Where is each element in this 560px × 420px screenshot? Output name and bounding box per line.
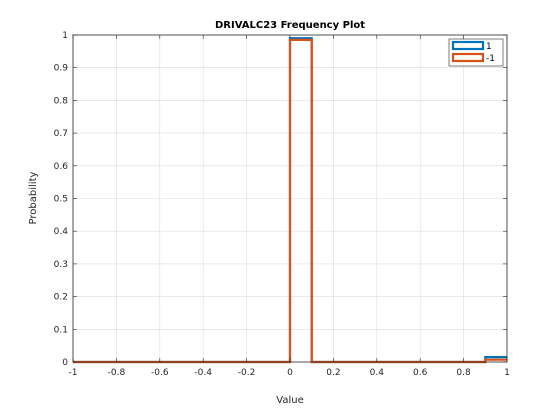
legend-label: -1: [486, 54, 495, 64]
y-axis-label: Probability: [28, 171, 39, 224]
x-tick-label: -0.4: [194, 368, 212, 378]
x-tick-label: -0.2: [238, 368, 256, 378]
y-tick-label: 0.2: [54, 293, 68, 303]
y-tick-label: 1: [62, 31, 68, 41]
x-tick-label: 1: [504, 368, 510, 378]
x-tick-label: -0.8: [108, 368, 126, 378]
legend-swatch: [451, 52, 485, 63]
x-tick-label: 0.4: [370, 368, 385, 378]
y-tick-label: 0.8: [54, 96, 69, 106]
legend-label: 1: [486, 42, 492, 52]
series-layer: [73, 37, 507, 364]
chart-title: DRIVALC23 Frequency Plot: [215, 20, 365, 31]
series-line-minus-one: [73, 38, 507, 364]
x-tick-label: -1: [69, 368, 78, 378]
legend: 1-1: [448, 38, 504, 67]
x-tick-label: 0.6: [413, 368, 428, 378]
axis-ticks: -1 -0.8 -0.6 -0.4 -0.2 0 0.2 0.4 0.6 0.8 1 0 0.1 0.2 0…: [54, 31, 510, 378]
y-tick-label: 0.3: [54, 260, 68, 270]
y-tick-label: 0.5: [54, 195, 68, 205]
x-tick-label: 0: [287, 368, 293, 378]
y-tick-label: 0.7: [54, 129, 68, 139]
y-tick-label: 0.6: [54, 162, 69, 172]
legend-swatch: [451, 40, 485, 51]
y-tick-label: 0.1: [54, 325, 68, 335]
x-axis-label: Value: [276, 395, 303, 406]
x-tick-label: 0.2: [326, 368, 340, 378]
x-tick-label: 0.8: [456, 368, 471, 378]
x-tick-label: -0.6: [151, 368, 169, 378]
y-tick-label: 0: [62, 358, 68, 368]
y-tick-label: 0.4: [54, 227, 69, 237]
y-tick-label: 0.9: [54, 64, 69, 74]
